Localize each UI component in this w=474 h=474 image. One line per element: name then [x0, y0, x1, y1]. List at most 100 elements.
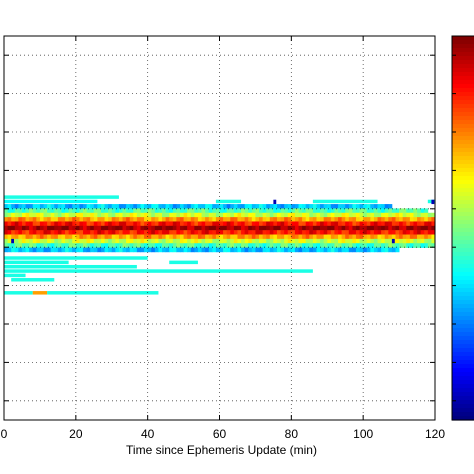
- heatmap-cell: [388, 230, 393, 235]
- heatmap-cell: [47, 234, 52, 240]
- heatmap-cell: [4, 225, 8, 231]
- heatmap-cell: [68, 238, 73, 244]
- heatmap-cell: [169, 212, 174, 218]
- heatmap-cell: [29, 225, 34, 231]
- heatmap-cell: [32, 247, 37, 253]
- heatmap-cell: [147, 217, 152, 222]
- heatmap-cell: [312, 199, 378, 204]
- heatmap-cell: [97, 217, 102, 222]
- heatmap-cell: [355, 247, 360, 253]
- heatmap-cell: [248, 234, 253, 240]
- heatmap-cell: [348, 247, 353, 253]
- heatmap-cell: [57, 243, 62, 248]
- heatmap-cell: [140, 212, 145, 218]
- heatmap-cell: [129, 247, 134, 253]
- heatmap-cell: [223, 234, 228, 240]
- heatmap-cell: [43, 204, 48, 209]
- heatmap-cell: [133, 243, 138, 248]
- heatmap-cell: [61, 217, 66, 222]
- heatmap-cell: [381, 208, 386, 214]
- heatmap-cell: [316, 204, 321, 209]
- heatmap-cell: [158, 212, 163, 218]
- heatmap-cell: [381, 204, 386, 209]
- heatmap-cell: [111, 225, 116, 231]
- heatmap-cell: [359, 221, 364, 227]
- colorbar-segment: [452, 36, 474, 41]
- heatmap-cell: [409, 230, 414, 235]
- heatmap-cell: [4, 212, 8, 218]
- heatmap-cell: [338, 234, 343, 240]
- heatmap-cell: [176, 243, 181, 248]
- heatmap-cell: [334, 238, 339, 244]
- heatmap-cell: [32, 204, 37, 209]
- heatmap-cell: [83, 225, 88, 231]
- heatmap-cell: [370, 208, 375, 214]
- heatmap-cell: [162, 212, 167, 218]
- heatmap-cell: [291, 234, 296, 240]
- heatmap-cell: [316, 243, 321, 248]
- heatmap-cell: [284, 208, 289, 214]
- heatmap-cell: [327, 234, 332, 240]
- colorbar-segment: [452, 252, 474, 257]
- heatmap-cell: [302, 225, 307, 231]
- heatmap-cell: [370, 217, 375, 222]
- heatmap-cell: [230, 212, 235, 218]
- heatmap-cell: [355, 234, 360, 240]
- colorbar-segment: [452, 340, 474, 345]
- heatmap-cell: [291, 208, 296, 214]
- heatmap-cell: [21, 247, 26, 253]
- heatmap-cell: [158, 247, 163, 253]
- heatmap-cell: [65, 234, 70, 240]
- heatmap-cell: [172, 221, 177, 227]
- heatmap-cell: [212, 225, 217, 231]
- colorbar-segment: [452, 384, 474, 389]
- heatmap-cell: [226, 217, 231, 222]
- heatmap-cell: [284, 230, 289, 235]
- heatmap-cell: [273, 238, 278, 244]
- heatmap-cell: [144, 208, 149, 214]
- heatmap-cell: [83, 234, 88, 240]
- heatmap-cell: [402, 230, 407, 235]
- heatmap-cell: [7, 243, 12, 248]
- heatmap-cell: [395, 243, 400, 248]
- heatmap-cell: [68, 234, 73, 240]
- heatmap-cell: [183, 208, 188, 214]
- heatmap-cell: [32, 243, 37, 248]
- heatmap-cell: [266, 247, 271, 253]
- heatmap-cell: [420, 234, 425, 240]
- colorbar-segment: [452, 52, 474, 57]
- heatmap-cell: [14, 221, 19, 227]
- heatmap-cell: [373, 217, 378, 222]
- heatmap-cell: [205, 212, 210, 218]
- heatmap-cell: [327, 238, 332, 244]
- heatmap-cell: [151, 204, 156, 209]
- colorbar-segment: [452, 292, 474, 297]
- heatmap-cell: [190, 247, 195, 253]
- heatmap-cell: [4, 199, 98, 204]
- heatmap-cell: [212, 204, 217, 209]
- x-tick-label: 60: [213, 427, 227, 441]
- heatmap-cell: [284, 204, 289, 209]
- heatmap-cell: [136, 247, 141, 253]
- heatmap-cell: [32, 217, 37, 222]
- heatmap-cell: [151, 212, 156, 218]
- heatmap-cell: [158, 217, 163, 222]
- heatmap-cell: [61, 247, 66, 253]
- heatmap-cell: [341, 204, 346, 209]
- heatmap-cell: [11, 234, 16, 240]
- heatmap-cell: [248, 238, 253, 244]
- heatmap-cell: [406, 238, 411, 244]
- heatmap-cell: [172, 208, 177, 214]
- colorbar-segment: [452, 408, 474, 413]
- heatmap-cell: [294, 230, 299, 235]
- heatmap-cell: [86, 217, 91, 222]
- heatmap-cell: [312, 208, 317, 214]
- heatmap-cell: [172, 225, 177, 231]
- colorbar-segment: [452, 104, 474, 109]
- heatmap-cell: [327, 204, 332, 209]
- heatmap-cell: [266, 221, 271, 227]
- heatmap-cell: [83, 212, 88, 218]
- heatmap-cell: [276, 204, 281, 209]
- heatmap-cell: [384, 230, 389, 235]
- colorbar-segment: [452, 228, 474, 233]
